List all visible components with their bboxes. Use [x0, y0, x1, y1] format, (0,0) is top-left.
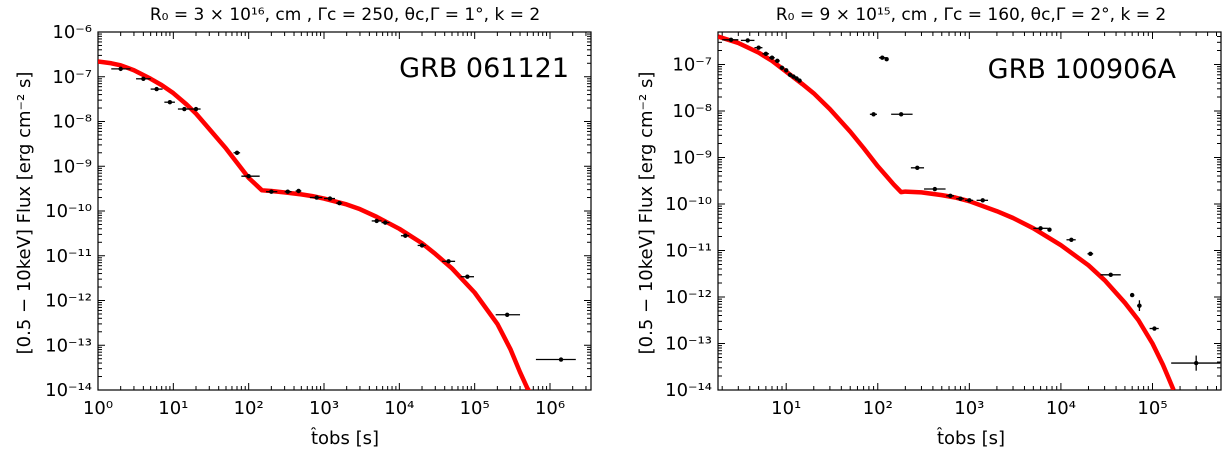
- chart-annotation: GRB 100906A: [988, 54, 1177, 85]
- data-point: [1069, 237, 1074, 242]
- x-tick-label: 10²: [863, 398, 893, 419]
- data-point: [234, 150, 240, 155]
- x-tick-label: 10³: [309, 398, 339, 419]
- y-tick-label: 10⁻¹³: [665, 334, 712, 355]
- data-point: [745, 38, 750, 43]
- data-point: [1088, 251, 1093, 256]
- y-axis-label: [0.5 − 10keV] Flux [erg cm⁻² s]: [14, 72, 35, 355]
- y-tick-label: 10⁻¹²: [45, 291, 92, 312]
- data-point: [958, 196, 963, 201]
- x-tick-label: 10⁵: [460, 398, 490, 419]
- data-point: [246, 173, 251, 179]
- data-point: [314, 195, 319, 200]
- data-point: [1047, 227, 1052, 232]
- x-tick-label: 10⁵: [1137, 398, 1167, 419]
- y-tick-label: 10⁻¹¹: [665, 241, 712, 262]
- x-tick-label: 10⁰: [83, 398, 113, 419]
- x-axis-label: t̂obs [s]: [310, 428, 379, 449]
- data-point: [403, 233, 408, 238]
- y-tick-label: 10⁻⁷: [52, 67, 92, 88]
- data-point: [193, 106, 199, 112]
- data-point: [884, 57, 889, 62]
- model-curve: [718, 34, 1176, 390]
- y-tick-label: 10⁻¹³: [45, 335, 92, 356]
- data-point: [728, 37, 734, 42]
- y-tick-label: 10⁻¹⁴: [45, 380, 92, 401]
- data-point: [797, 78, 802, 83]
- y-tick-label: 10⁻⁶: [52, 22, 92, 43]
- y-tick-label: 10⁻⁷: [672, 55, 712, 76]
- y-tick-label: 10⁻⁹: [52, 156, 92, 177]
- data-point: [182, 106, 187, 112]
- data-point: [791, 74, 796, 79]
- y-tick-label: 10⁻¹²: [665, 287, 712, 308]
- chart-grb-100906a: R₀ = 9 × 10¹⁵, cm , Γc = 160, θc,Γ = 2°,…: [636, 5, 1222, 449]
- model-curve: [98, 59, 532, 390]
- data-point: [167, 99, 173, 105]
- data-point: [419, 243, 425, 248]
- x-tick-label: 10¹: [771, 398, 801, 419]
- data-point: [787, 72, 793, 78]
- data-point: [383, 220, 388, 225]
- data-point: [1137, 303, 1142, 308]
- data-point: [980, 198, 985, 203]
- data-point: [1129, 292, 1135, 298]
- y-tick-label: 10⁻¹⁴: [665, 380, 712, 401]
- data-point: [558, 357, 564, 362]
- data-point: [756, 45, 761, 50]
- y-tick-label: 10⁻¹⁰: [45, 201, 92, 222]
- data-point: [154, 86, 159, 92]
- data-point: [915, 165, 920, 171]
- data-point: [374, 218, 379, 224]
- data-point: [775, 58, 780, 64]
- data-point: [779, 65, 785, 70]
- data-point: [285, 189, 290, 194]
- y-tick-label: 10⁻¹¹: [45, 246, 92, 267]
- data-point: [1038, 226, 1043, 231]
- plot-frame: [97, 31, 592, 391]
- y-axis-label: [0.5 − 10keV] Flux [erg cm⁻² s]: [636, 72, 657, 355]
- data-point: [465, 274, 470, 279]
- data-point: [296, 188, 301, 194]
- data-point: [269, 189, 274, 194]
- data-point: [1108, 272, 1113, 278]
- x-tick-label: 10⁴: [1046, 398, 1076, 419]
- data-point: [504, 312, 510, 317]
- data-point: [880, 55, 885, 60]
- data-point: [1152, 326, 1157, 331]
- data-point: [783, 68, 789, 73]
- chart-annotation: GRB 061121: [399, 53, 569, 84]
- data-point: [871, 112, 876, 117]
- data-point: [327, 196, 333, 201]
- data-point: [948, 193, 953, 199]
- data-point: [967, 198, 972, 203]
- x-tick-label: 10³: [954, 398, 984, 419]
- x-tick-label: 10²: [234, 398, 264, 419]
- data-point: [763, 51, 769, 56]
- y-tick-label: 10⁻⁸: [672, 101, 712, 122]
- data-point: [932, 186, 938, 192]
- chart-title: R₀ = 3 × 10¹⁶, cm , Γc = 250, θc,Γ = 1°,…: [150, 5, 540, 25]
- x-tick-label: 10⁶: [535, 398, 565, 419]
- x-axis-label: t̂obs [s]: [936, 428, 1005, 449]
- data-point: [446, 259, 451, 264]
- chart-title: R₀ = 9 × 10¹⁵, cm , Γc = 160, θc,Γ = 2°,…: [776, 5, 1166, 25]
- data-point: [769, 55, 775, 60]
- x-tick-label: 10¹: [158, 398, 188, 419]
- y-tick-label: 10⁻⁸: [52, 112, 92, 133]
- data-point: [141, 76, 146, 81]
- data-point: [898, 112, 904, 117]
- y-tick-label: 10⁻⁹: [672, 148, 712, 169]
- chart-grb-061121: R₀ = 3 × 10¹⁶, cm , Γc = 250, θc,Γ = 1°,…: [14, 5, 592, 449]
- data-point: [1193, 360, 1199, 366]
- x-tick-label: 10⁴: [384, 398, 414, 419]
- y-tick-label: 10⁻¹⁰: [665, 194, 712, 215]
- data-point: [337, 200, 342, 206]
- data-point: [118, 66, 123, 72]
